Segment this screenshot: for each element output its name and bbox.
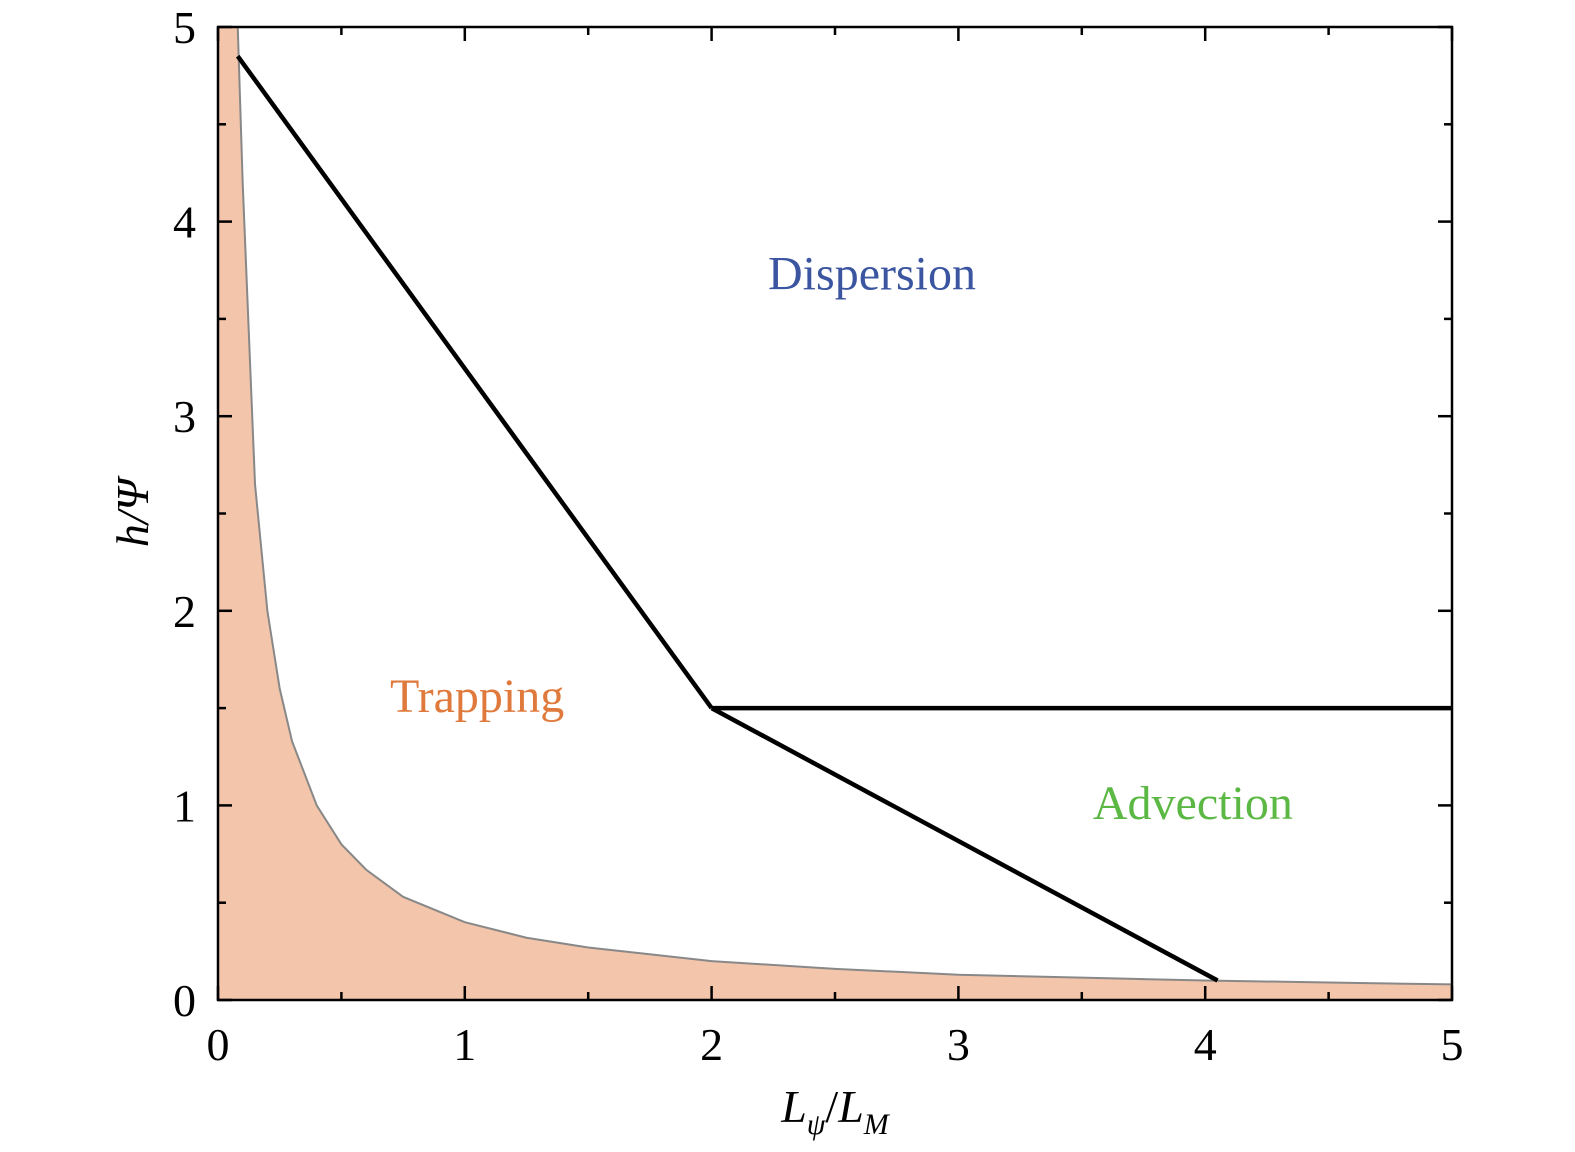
y-tick-label: 0 [173,975,196,1026]
y-tick-label: 3 [173,391,196,442]
y-axis-label: h/Ψ [107,475,158,547]
region-label-dispersion: Dispersion [768,248,976,301]
plot-frame [216,25,1454,1002]
series-layer [235,54,1452,983]
shaded-region-edge [236,27,1452,986]
boundary-line-3 [710,706,1219,983]
y-tick-label: 2 [173,586,196,637]
region-label-trapping: Trapping [390,670,564,723]
shaded-region-layer [218,27,1452,1000]
boundary-line-1 [235,54,714,710]
x-axis-label: Lψ/LM [780,1081,891,1141]
y-tick-label: 1 [173,780,196,831]
annotations-layer: Dispersion Trapping Advection [390,248,1293,830]
x-tick-label: 1 [453,1019,476,1070]
y-tick-label: 4 [173,197,196,248]
x-tick-label: 3 [947,1019,970,1070]
region-label-advection: Advection [1093,777,1293,830]
x-tick-label: 5 [1441,1019,1464,1070]
x-tick-label: 0 [207,1019,230,1070]
ticks-layer [216,25,1454,1002]
x-tick-label: 2 [700,1019,723,1070]
shaded-region [218,27,1452,1000]
tick-labels-layer: 0 1 2 3 4 5 0 1 2 3 4 5 [173,2,1464,1070]
y-tick-label: 5 [173,2,196,53]
x-tick-label: 4 [1194,1019,1217,1070]
